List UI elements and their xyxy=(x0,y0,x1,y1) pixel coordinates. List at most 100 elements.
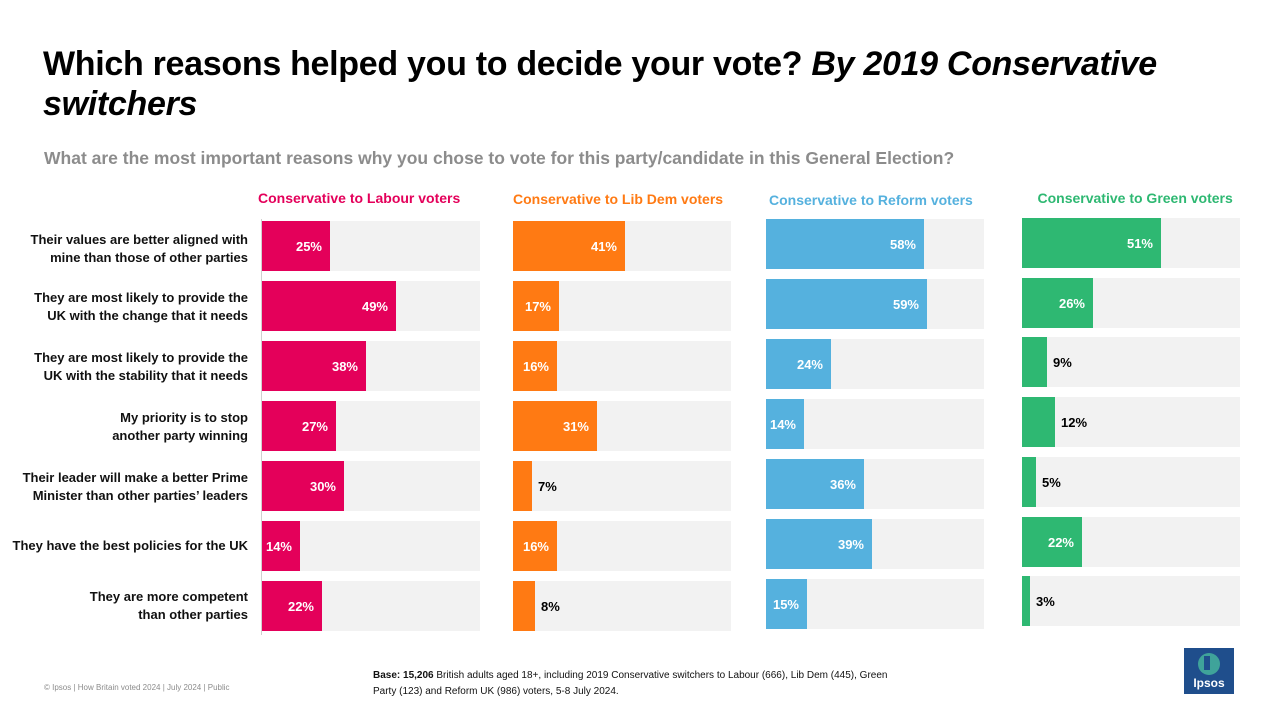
data-label: 16% xyxy=(522,358,549,374)
bar xyxy=(513,461,532,511)
base-text: British adults aged 18+, including 2019 … xyxy=(373,670,888,697)
data-label: 22% xyxy=(1047,534,1074,550)
footer-note: © Ipsos | How Britain voted 2024 | July … xyxy=(44,683,230,692)
bar-track: 14% xyxy=(262,521,480,571)
data-label: 51% xyxy=(1126,235,1153,251)
data-label: 49% xyxy=(361,298,388,314)
bar-track: 26% xyxy=(1022,278,1240,328)
category-label: My priority is to stop another party winn… xyxy=(0,409,248,445)
data-label: 14% xyxy=(265,538,292,554)
series-title: Conservative to Lib Dem voters xyxy=(513,191,724,207)
category-label-line: Their values are better aligned with xyxy=(30,232,248,247)
data-label: 12% xyxy=(1061,414,1088,430)
bar xyxy=(262,281,396,331)
bar xyxy=(262,401,336,451)
category-label-line: They are most likely to provide the xyxy=(34,290,248,305)
category-label: They are most likely to provide the UK wi… xyxy=(0,289,248,325)
bar xyxy=(513,221,625,271)
series-title: Conservative to Reform voters xyxy=(769,192,973,208)
bar xyxy=(1022,218,1161,268)
category-label: They have the best policies for the UK xyxy=(0,537,249,555)
bar xyxy=(262,521,300,571)
category-label-line: UK with the change that it needs xyxy=(47,308,248,323)
data-label: 8% xyxy=(541,598,560,614)
data-label: 25% xyxy=(295,238,322,254)
bar xyxy=(513,401,597,451)
bar-track: 27% xyxy=(262,401,480,451)
bar xyxy=(1022,576,1030,626)
series-title: Conservative to Green voters xyxy=(1037,190,1233,206)
bar xyxy=(513,281,559,331)
bar xyxy=(766,339,831,389)
bar-track: 5% xyxy=(1022,457,1240,507)
bar-track: 12% xyxy=(1022,397,1240,447)
logo-mark-icon xyxy=(1198,653,1220,675)
category-label-line: another party winning xyxy=(112,428,248,443)
bar-track: 41% xyxy=(513,221,731,271)
bar-track: 17% xyxy=(513,281,731,331)
bar xyxy=(262,221,330,271)
category-label-line: My priority is to stop xyxy=(120,410,248,425)
title-italic: By 2019 Conservative switchers xyxy=(43,45,1157,123)
chart-subtitle: What are the most important reasons why … xyxy=(44,148,955,168)
bar xyxy=(1022,397,1055,447)
data-label: 22% xyxy=(287,598,314,614)
data-label: 16% xyxy=(522,538,549,554)
bar xyxy=(766,459,864,509)
data-label: 7% xyxy=(538,478,557,494)
title-main: Which reasons helped you to decide your … xyxy=(43,45,812,83)
data-label: 41% xyxy=(590,238,617,254)
bar xyxy=(1022,337,1047,387)
category-label-line: They are more competent xyxy=(89,589,248,604)
bar-track: 14% xyxy=(766,399,984,449)
bar xyxy=(766,219,924,269)
category-label-line: mine than those of other parties xyxy=(50,250,248,265)
bar-track: 3% xyxy=(1022,576,1240,626)
bar-track: 24% xyxy=(766,339,984,389)
bar xyxy=(1022,517,1082,567)
bar-track: 16% xyxy=(513,521,731,571)
bar xyxy=(262,581,322,631)
category-label-line: Minister than other parties’ leaders xyxy=(32,488,248,503)
bar-track: 7% xyxy=(513,461,731,511)
bar-track: 51% xyxy=(1022,218,1240,268)
category-label: They are more competent than other partie… xyxy=(0,588,248,624)
data-label: 58% xyxy=(889,236,916,252)
ipsos-logo: Ipsos xyxy=(1184,648,1234,694)
bar-track: 16% xyxy=(513,341,731,391)
data-label: 15% xyxy=(772,596,799,612)
data-label: 39% xyxy=(837,536,864,552)
data-label: 9% xyxy=(1053,354,1072,370)
bar xyxy=(262,341,366,391)
bar-track: 49% xyxy=(262,281,480,331)
bar-track: 9% xyxy=(1022,337,1240,387)
data-label: 36% xyxy=(829,476,856,492)
logo-text: Ipsos xyxy=(1193,676,1225,690)
category-label: Their values are better aligned with mine… xyxy=(0,231,248,267)
category-label: They are most likely to provide the UK wi… xyxy=(0,349,248,385)
data-label: 27% xyxy=(301,418,328,434)
chart-title: Which reasons helped you to decide your … xyxy=(43,44,1223,124)
bar-track: 58% xyxy=(766,219,984,269)
category-label-line: UK with the stability that it needs xyxy=(43,368,248,383)
category-label-line: than other parties xyxy=(138,607,248,622)
series-title: Conservative to Labour voters xyxy=(258,190,461,206)
data-label: 14% xyxy=(769,416,796,432)
bar xyxy=(766,279,927,329)
data-label: 26% xyxy=(1058,295,1085,311)
bar xyxy=(513,581,535,631)
bar-track: 38% xyxy=(262,341,480,391)
bar-track: 39% xyxy=(766,519,984,569)
data-label: 17% xyxy=(524,298,551,314)
data-label: 24% xyxy=(796,356,823,372)
bar-track: 15% xyxy=(766,579,984,629)
data-label: 31% xyxy=(562,418,589,434)
bar xyxy=(262,461,344,511)
bar xyxy=(1022,457,1036,507)
category-axis-line xyxy=(261,219,262,635)
data-label: 30% xyxy=(309,478,336,494)
category-label-line: They are most likely to provide the xyxy=(34,350,248,365)
bar xyxy=(766,519,872,569)
bar-track: 25% xyxy=(262,221,480,271)
base-label: Base: 15,206 xyxy=(373,670,434,681)
